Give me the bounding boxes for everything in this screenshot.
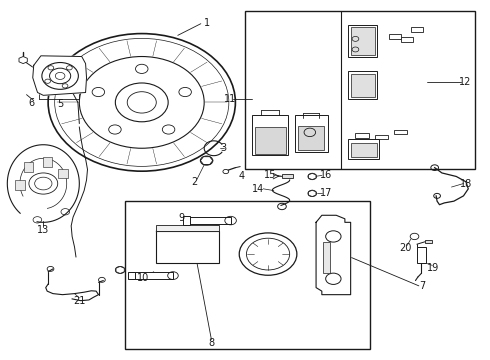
Text: 1: 1 — [203, 18, 210, 28]
Bar — [156, 231, 219, 263]
Text: 20: 20 — [400, 243, 412, 253]
Bar — [128, 272, 135, 279]
Bar — [125, 201, 370, 349]
Bar — [282, 174, 293, 178]
Text: 21: 21 — [73, 296, 86, 306]
Text: 10: 10 — [137, 273, 149, 283]
Text: 8: 8 — [208, 338, 215, 348]
Bar — [43, 157, 52, 167]
Bar — [298, 126, 324, 150]
Text: 7: 7 — [419, 281, 426, 291]
Bar — [411, 27, 423, 32]
Bar — [255, 127, 286, 154]
Bar — [252, 115, 288, 155]
Bar — [375, 135, 388, 139]
Text: 11: 11 — [223, 94, 236, 104]
Text: 17: 17 — [319, 188, 332, 198]
Polygon shape — [33, 56, 87, 95]
Bar — [389, 33, 401, 39]
Bar — [351, 143, 377, 157]
Bar — [183, 216, 190, 225]
Bar — [187, 217, 231, 224]
Bar — [401, 37, 413, 42]
Bar — [355, 134, 369, 138]
Bar — [156, 225, 219, 231]
Bar — [58, 168, 68, 179]
Text: 12: 12 — [459, 77, 471, 87]
Bar — [348, 25, 377, 57]
Polygon shape — [316, 215, 351, 294]
Text: 19: 19 — [427, 263, 440, 273]
Bar — [348, 139, 379, 159]
Text: 6: 6 — [28, 98, 34, 108]
Text: 9: 9 — [178, 213, 185, 223]
Text: 15: 15 — [264, 170, 277, 180]
Bar — [16, 180, 25, 190]
Text: 3: 3 — [220, 143, 226, 153]
Bar — [348, 71, 377, 99]
Bar — [295, 115, 328, 152]
Bar — [425, 240, 432, 243]
Text: 16: 16 — [319, 170, 332, 180]
Bar — [323, 242, 330, 274]
Bar — [245, 11, 475, 170]
Bar — [417, 247, 425, 263]
Text: 14: 14 — [252, 184, 265, 194]
Bar — [394, 130, 407, 134]
Bar — [24, 162, 33, 172]
Text: 18: 18 — [460, 179, 472, 189]
Bar — [132, 273, 173, 279]
Text: 5: 5 — [57, 99, 63, 109]
Text: 4: 4 — [238, 171, 244, 181]
Text: 13: 13 — [37, 225, 49, 235]
Bar — [351, 74, 375, 97]
Text: 2: 2 — [192, 177, 197, 187]
Polygon shape — [7, 145, 79, 222]
Bar — [351, 27, 375, 55]
